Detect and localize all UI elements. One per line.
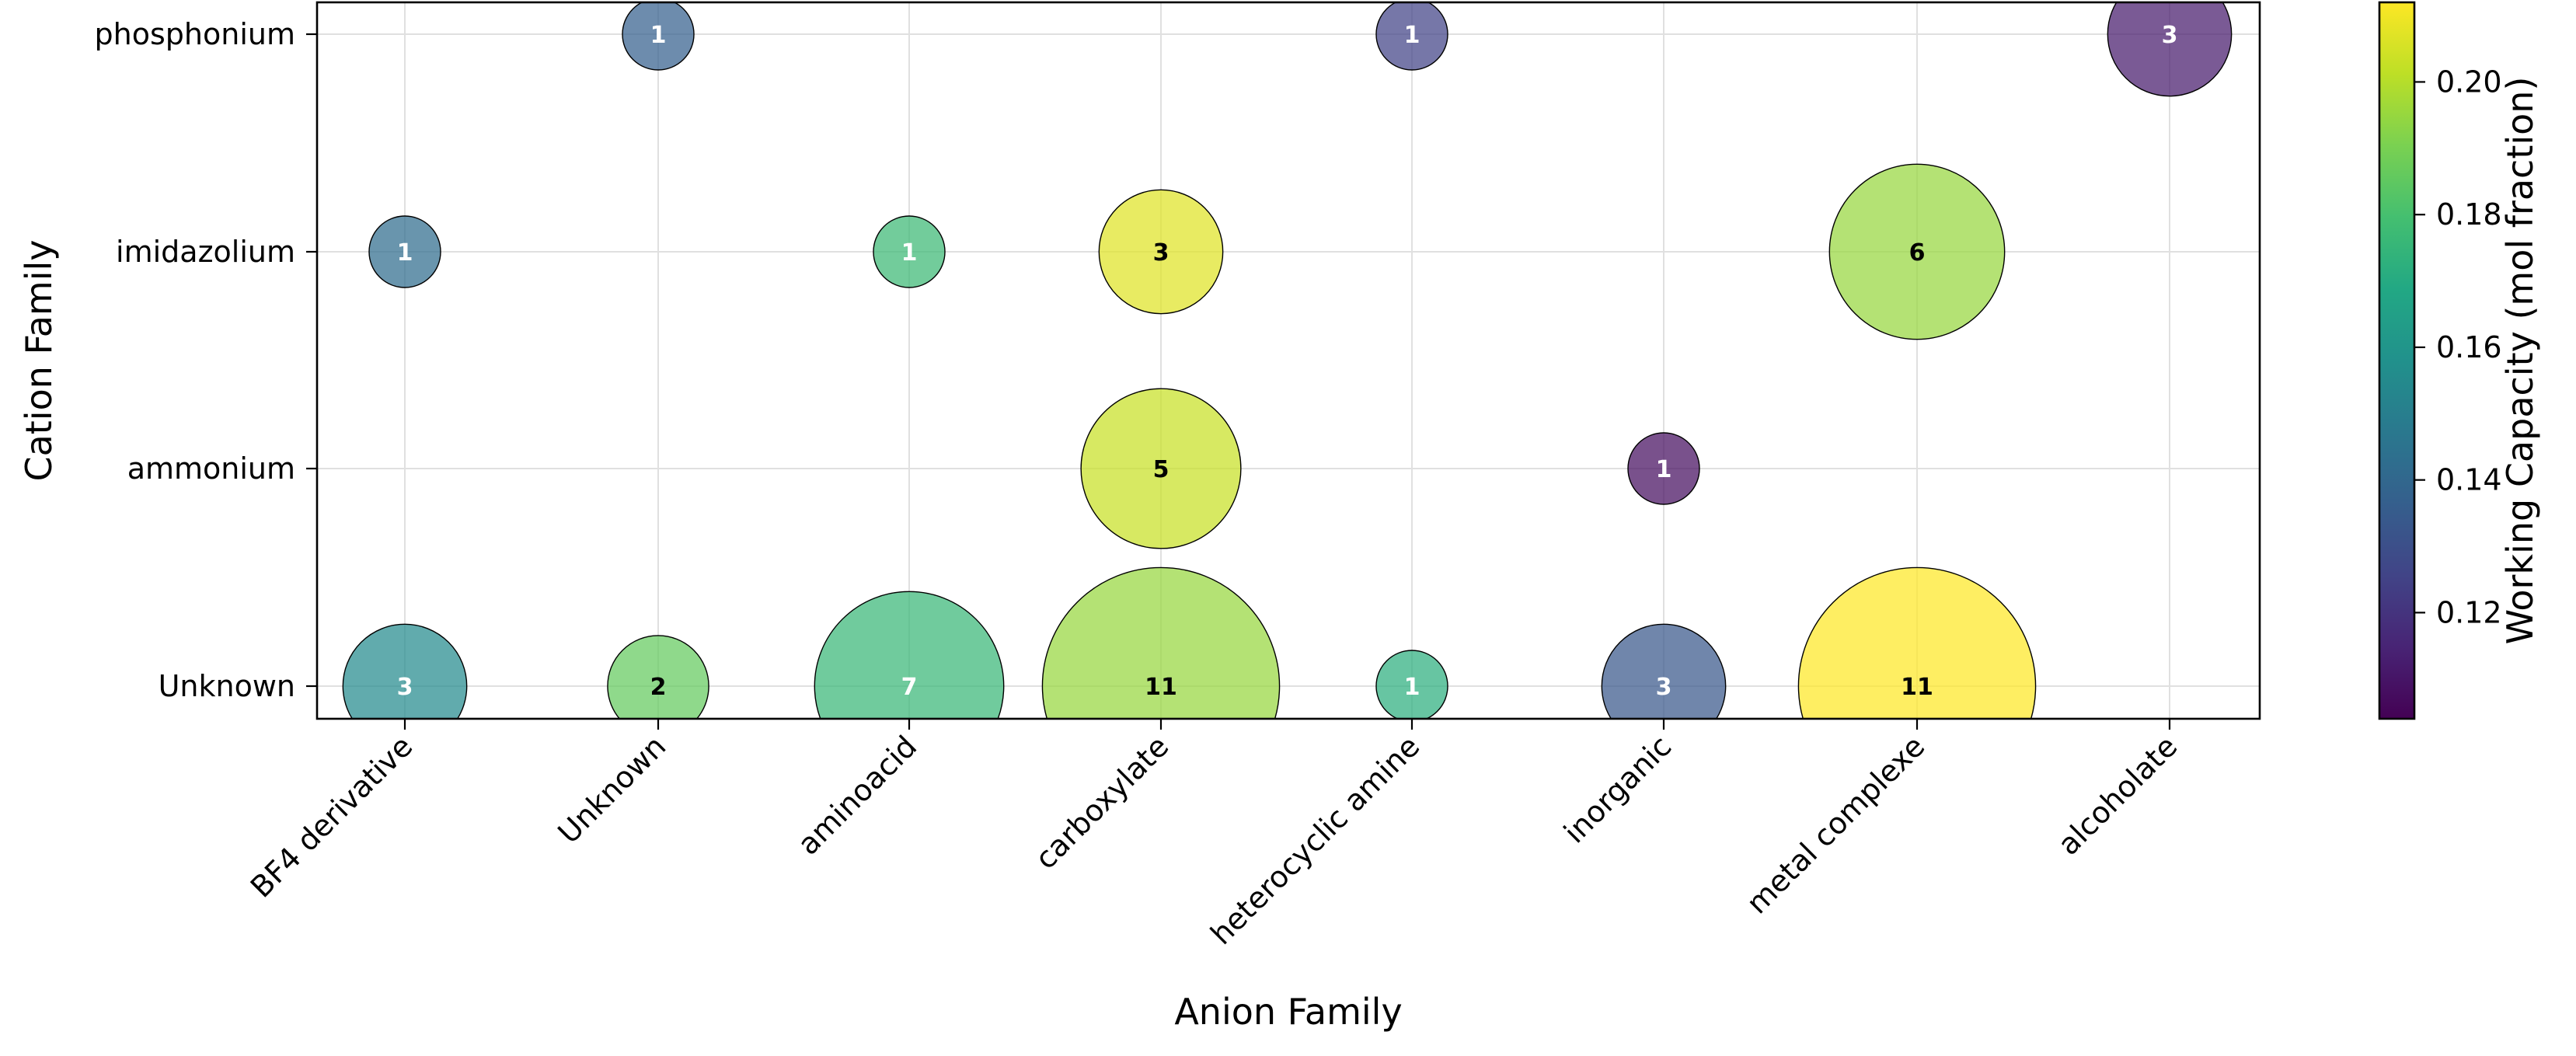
bubble-count-label: 11: [1901, 674, 1933, 701]
x-tick-label: heterocyclic amine: [1204, 729, 1426, 951]
x-tick-label: aminoacid: [791, 729, 923, 861]
bubble-count-label: 3: [2162, 22, 2178, 49]
bubble-bf4-derivative-imidazolium: [368, 215, 441, 288]
x-tick-label: alcoholate: [2051, 729, 2184, 862]
plot-frame: [315, 1, 2261, 720]
bubble-inorganic-ammonium: [1627, 432, 1700, 505]
bubble-unknown-unknown: [607, 635, 709, 719]
x-tick-label: inorganic: [1557, 729, 1678, 849]
y-axis-title: Cation Family: [18, 239, 60, 481]
y-tick-label: Unknown: [159, 669, 295, 703]
x-axis-title: Anion Family: [1174, 991, 1402, 1033]
bubble-label-layer: 1 1 31 1 3 65 13 2 7 11 1 3 11: [397, 22, 2178, 701]
y-tick-label: phosphonium: [95, 17, 295, 51]
colorbar-title: Working Capacity (mol fraction): [2499, 77, 2541, 645]
y-tick-label: imidazolium: [116, 235, 295, 269]
x-tick-label: carboxylate: [1028, 729, 1175, 876]
colorbar-tick-label: 0.20: [2436, 64, 2502, 99]
x-tick-label: Unknown: [552, 729, 673, 850]
bubble-count-label: 11: [1145, 674, 1177, 701]
bubble-carboxylate-ammonium: [1080, 388, 1242, 549]
bubble-carboxylate-unknown: [1041, 566, 1281, 719]
bubble-carboxylate-imidazolium: [1098, 189, 1224, 315]
colorbar-tick-label: 0.14: [2436, 463, 2502, 497]
bubble-unknown-phosphonium: [622, 2, 695, 71]
bubble-count-label: 6: [1909, 239, 1926, 267]
bubble-inorganic-unknown: [1601, 623, 1727, 719]
bubble-count-label: 1: [901, 239, 918, 267]
colorbar-gradient: [2378, 1, 2416, 720]
bubble-count-label: 3: [397, 674, 413, 701]
bubble-metal-complexe-unknown: [1797, 566, 2037, 719]
y-axis: Unknown ammonium imidazolium phosphonium: [95, 17, 317, 703]
x-tick-label: BF4 derivative: [244, 729, 420, 904]
y-tick-label: ammonium: [127, 451, 295, 486]
x-axis: BF4 derivative Unknown aminoacid carboxylat…: [244, 719, 2184, 951]
bubble-count-label: 1: [1656, 456, 1672, 483]
bubble-count-label: 1: [1404, 674, 1420, 701]
bubble-count-label: 1: [650, 22, 667, 49]
bubble-count-label: 1: [397, 239, 413, 267]
bubble-aminoacid-imidazolium: [873, 215, 946, 288]
bubble-count-label: 1: [1404, 22, 1420, 49]
colorbar: 0.12 0.14 0.16 0.18 0.20: [2378, 1, 2502, 720]
x-tick-label: metal complexe: [1740, 729, 1931, 920]
colorbar-tick-label: 0.18: [2436, 197, 2502, 232]
bubble-alcoholate-phosphonium: [2107, 2, 2233, 97]
bubble-heterocyclic-amine-unknown: [1375, 650, 1448, 719]
bubble-count-label: 3: [1656, 674, 1672, 701]
bubble-count-label: 5: [1153, 456, 1169, 483]
colorbar-tick-label: 0.16: [2436, 330, 2502, 364]
bubble-metal-complexe-imidazolium: [1828, 163, 2006, 340]
colorbar-tick-label: 0.12: [2436, 595, 2502, 629]
bubble-count-label: 2: [650, 674, 667, 701]
bubble-layer: [342, 2, 2233, 719]
bubble-count-label: 3: [1153, 239, 1169, 267]
bubble-heterocyclic-amine-phosphonium: [1375, 2, 1448, 71]
bubble-bf4-derivative-unknown: [342, 623, 468, 719]
bubble-aminoacid-unknown: [814, 591, 1005, 719]
bubble-count-label: 7: [901, 674, 918, 701]
